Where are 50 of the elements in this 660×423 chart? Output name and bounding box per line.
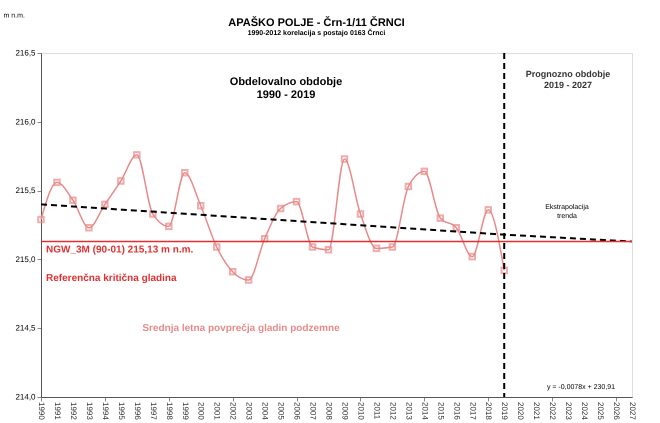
x-tick-label: 1994 — [100, 402, 110, 420]
x-tick-label: 1993 — [84, 402, 94, 420]
x-tick-label: 2017 — [468, 402, 478, 420]
x-tick-label: 2026 — [612, 402, 622, 420]
x-tick-label: 2008 — [324, 402, 334, 420]
x-tick-label: 2021 — [532, 402, 542, 420]
annotation: Obdelovalno obdobje 1990 - 2019 — [230, 76, 342, 101]
x-tick-label: 2025 — [596, 402, 606, 420]
x-tick-label: 1990 — [37, 402, 46, 420]
chart-title: APAŠKO POLJE - Črn-1/11 ČRNCI — [228, 16, 405, 29]
y-tick-label: 215,5 — [15, 186, 36, 196]
ref-line-label: NGW_3M (90-01) 215,13 m n.m. — [46, 244, 194, 256]
x-tick-label: 2013 — [404, 402, 414, 420]
y-tick-label: 215,0 — [15, 254, 36, 264]
x-tick-label: 1991 — [52, 402, 62, 420]
x-tick-label: 2023 — [564, 402, 574, 420]
x-tick-label: 2000 — [196, 402, 206, 420]
x-tick-label: 1992 — [68, 402, 78, 420]
x-tick-label: 1995 — [116, 402, 126, 420]
x-tick-label: 2016 — [452, 402, 462, 420]
x-tick-label: 2010 — [356, 402, 366, 420]
x-tick-label: 2024 — [580, 402, 590, 420]
x-tick-label: 2020 — [516, 402, 526, 420]
x-tick-label: 1997 — [148, 402, 158, 420]
x-tick-label: 2027 — [628, 402, 637, 420]
x-tick-label: 2006 — [292, 402, 302, 420]
x-tick-label: 2003 — [244, 402, 254, 420]
y-tick-label: 214,0 — [15, 392, 36, 402]
x-tick-label: 1999 — [180, 402, 190, 420]
text: Srednja letna povprečja gladin podzemne — [142, 323, 340, 334]
x-tick-label: 2004 — [260, 402, 270, 420]
x-tick-label: 2009 — [340, 402, 350, 420]
x-tick-label: 2007 — [308, 402, 318, 420]
x-tick-label: 2015 — [436, 402, 446, 420]
annotation: Referenčna kritična gladina — [46, 273, 178, 284]
x-tick-label: 2005 — [276, 402, 286, 420]
x-tick-label: 2018 — [484, 402, 494, 420]
x-tick-label: 1998 — [164, 402, 174, 420]
x-tick-label: 2019 — [500, 402, 510, 420]
x-tick-label: 1996 — [132, 402, 142, 420]
annotation: Prognozno obdobje 2019 - 2027 — [526, 69, 610, 90]
x-tick-label: 2001 — [212, 402, 222, 420]
x-tick-label: 2002 — [228, 402, 238, 420]
y-tick-label: 214,5 — [15, 324, 36, 333]
y-tick-label: 216,5 — [15, 48, 36, 58]
x-tick-label: 2014 — [420, 402, 430, 420]
x-tick-label: 2022 — [548, 402, 558, 420]
y-tick-label: 216,0 — [15, 117, 36, 126]
x-tick-label: 2011 — [372, 402, 382, 420]
x-tick-label: 2012 — [388, 402, 398, 420]
